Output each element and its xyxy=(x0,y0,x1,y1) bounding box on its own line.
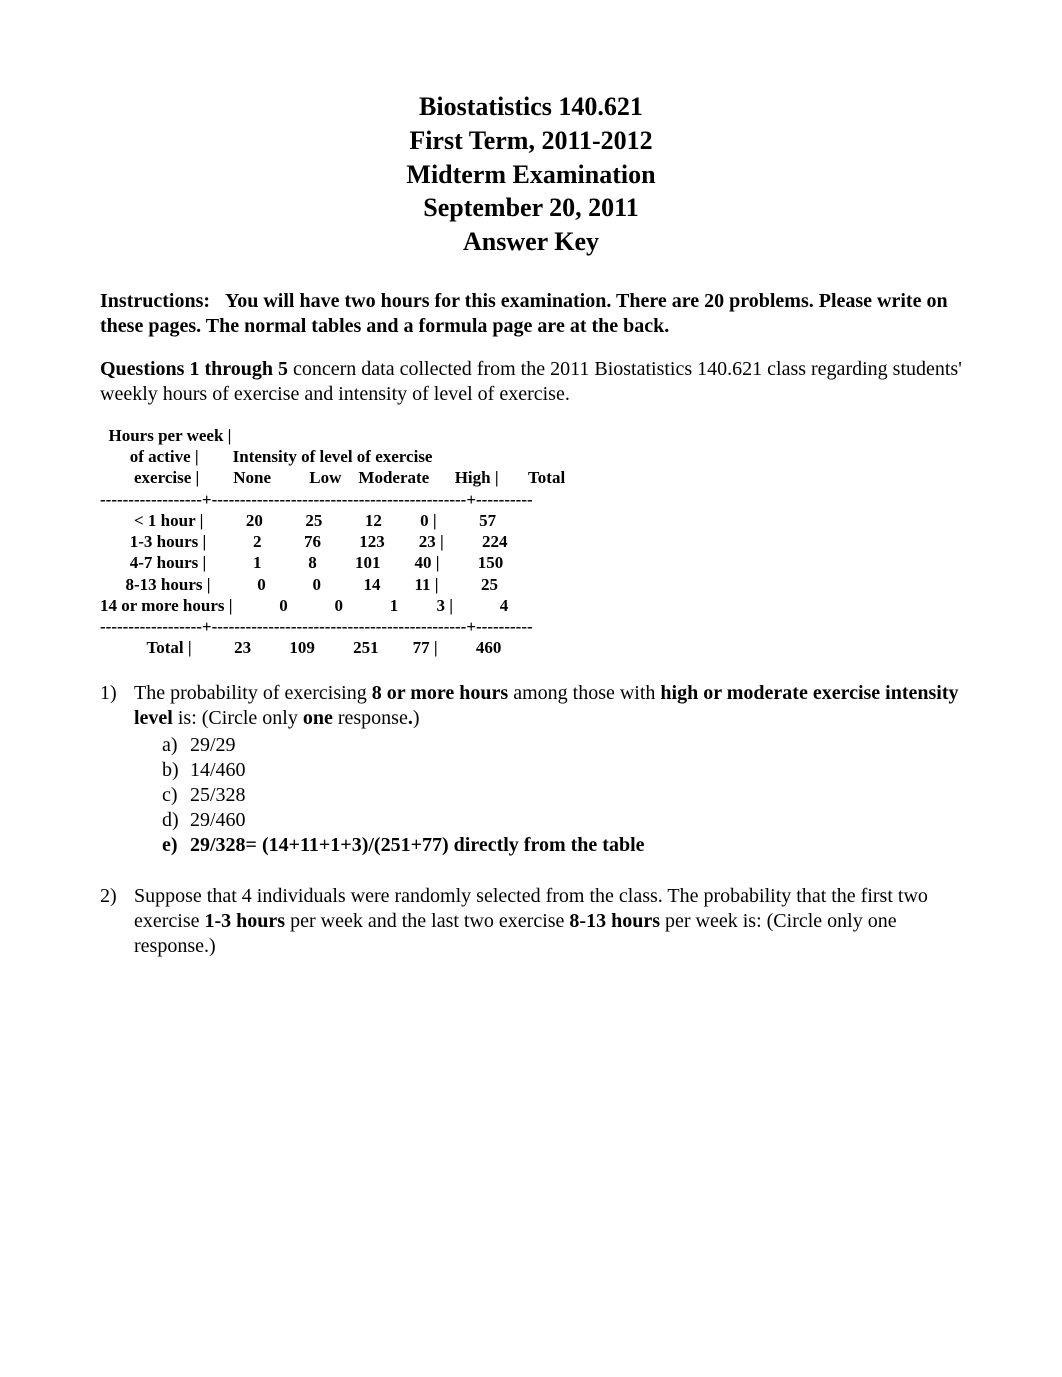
q1-text-4: response xyxy=(333,707,408,729)
list-item: a)29/29 xyxy=(162,733,962,758)
option-letter: c) xyxy=(162,783,190,808)
instructions-label: Instructions: xyxy=(100,290,210,312)
option-text: 29/328= (14+11+1+3)/(251+77) directly fr… xyxy=(190,833,645,858)
question-1: 1) The probability of exercising 8 or mo… xyxy=(100,681,962,858)
question-2: 2) Suppose that 4 individuals were rando… xyxy=(100,884,962,959)
q1-close: ) xyxy=(413,707,420,729)
title-line-4: September 20, 2011 xyxy=(100,191,962,225)
title-line-5: Answer Key xyxy=(100,225,962,259)
section-intro-lead: Questions 1 through 5 xyxy=(100,358,288,380)
q2-bold-1: 1-3 hours xyxy=(205,910,286,932)
option-text: 14/460 xyxy=(190,758,246,783)
q2-text-2: per week and the last two exercise xyxy=(285,910,569,932)
question-1-options: a)29/29b)14/460c)25/328d)29/460e)29/328=… xyxy=(162,733,962,858)
question-1-body: The probability of exercising 8 or more … xyxy=(134,681,962,731)
q1-bold-3: one xyxy=(303,707,333,729)
option-letter: a) xyxy=(162,733,190,758)
section-intro: Questions 1 through 5 concern data colle… xyxy=(100,357,962,407)
title-line-3: Midterm Examination xyxy=(100,158,962,192)
question-2-number: 2) xyxy=(100,884,134,909)
option-letter: d) xyxy=(162,808,190,833)
q2-bold-2: 8-13 hours xyxy=(569,910,660,932)
option-letter: e) xyxy=(162,833,190,858)
question-1-number: 1) xyxy=(100,681,134,706)
option-text: 29/460 xyxy=(190,808,246,833)
q1-text-2: among those with xyxy=(508,682,660,704)
option-text: 25/328 xyxy=(190,783,246,808)
q1-text-1: The probability of exercising xyxy=(134,682,372,704)
exam-title-block: Biostatistics 140.621 First Term, 2011-2… xyxy=(100,90,962,259)
q1-bold-1: 8 or more hours xyxy=(372,682,508,704)
instructions-body: You will have two hours for this examina… xyxy=(100,290,948,337)
option-letter: b) xyxy=(162,758,190,783)
list-item: c)25/328 xyxy=(162,783,962,808)
question-2-body: Suppose that 4 individuals were randomly… xyxy=(134,884,962,959)
exercise-table: Hours per week | of active | Intensity o… xyxy=(100,425,962,659)
instructions-text xyxy=(215,290,225,312)
title-line-1: Biostatistics 140.621 xyxy=(100,90,962,124)
list-item: e)29/328= (14+11+1+3)/(251+77) directly … xyxy=(162,833,962,858)
instructions-paragraph: Instructions: You will have two hours fo… xyxy=(100,289,962,339)
list-item: d)29/460 xyxy=(162,808,962,833)
option-text: 29/29 xyxy=(190,733,236,758)
list-item: b)14/460 xyxy=(162,758,962,783)
title-line-2: First Term, 2011-2012 xyxy=(100,124,962,158)
q1-text-3: is: (Circle only xyxy=(173,707,303,729)
